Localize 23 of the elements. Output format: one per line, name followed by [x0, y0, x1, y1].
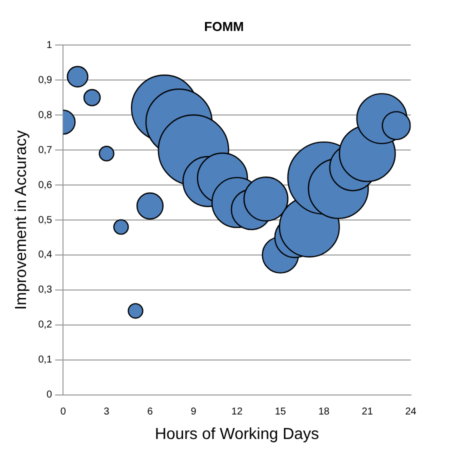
y-tick-label: 0,5	[38, 214, 53, 226]
x-axis-title: Hours of Working Days	[154, 426, 320, 443]
y-tick-label: 0,2	[38, 320, 53, 331]
y-axis-title: Improvement in Accuracy	[13, 130, 30, 310]
y-tick-label: 0	[46, 390, 53, 401]
x-tick-label: 18	[318, 406, 330, 418]
y-tick-label: 0,4	[38, 250, 53, 261]
x-tick-label: 15	[274, 406, 286, 418]
y-tick-label: 0,3	[38, 284, 53, 296]
y-tick-label: 0,1	[38, 354, 53, 366]
x-tick-label: 12	[231, 406, 243, 418]
x-tick-label: 9	[190, 406, 197, 418]
y-tick-label: 1	[46, 40, 53, 51]
x-tick-label: 21	[362, 406, 374, 418]
y-tick-label: 0,8	[38, 110, 53, 121]
y-tick-label: 0,9	[38, 74, 53, 86]
y-tick-label: 0,6	[38, 180, 53, 191]
y-tick-label: 0,7	[38, 144, 53, 156]
x-tick-label: 3	[104, 406, 110, 418]
x-tick-label: 6	[147, 406, 154, 418]
x-tick-label: 24	[405, 406, 417, 418]
chart-title: FOMM	[204, 18, 244, 34]
x-tick-label: 0	[60, 406, 66, 418]
